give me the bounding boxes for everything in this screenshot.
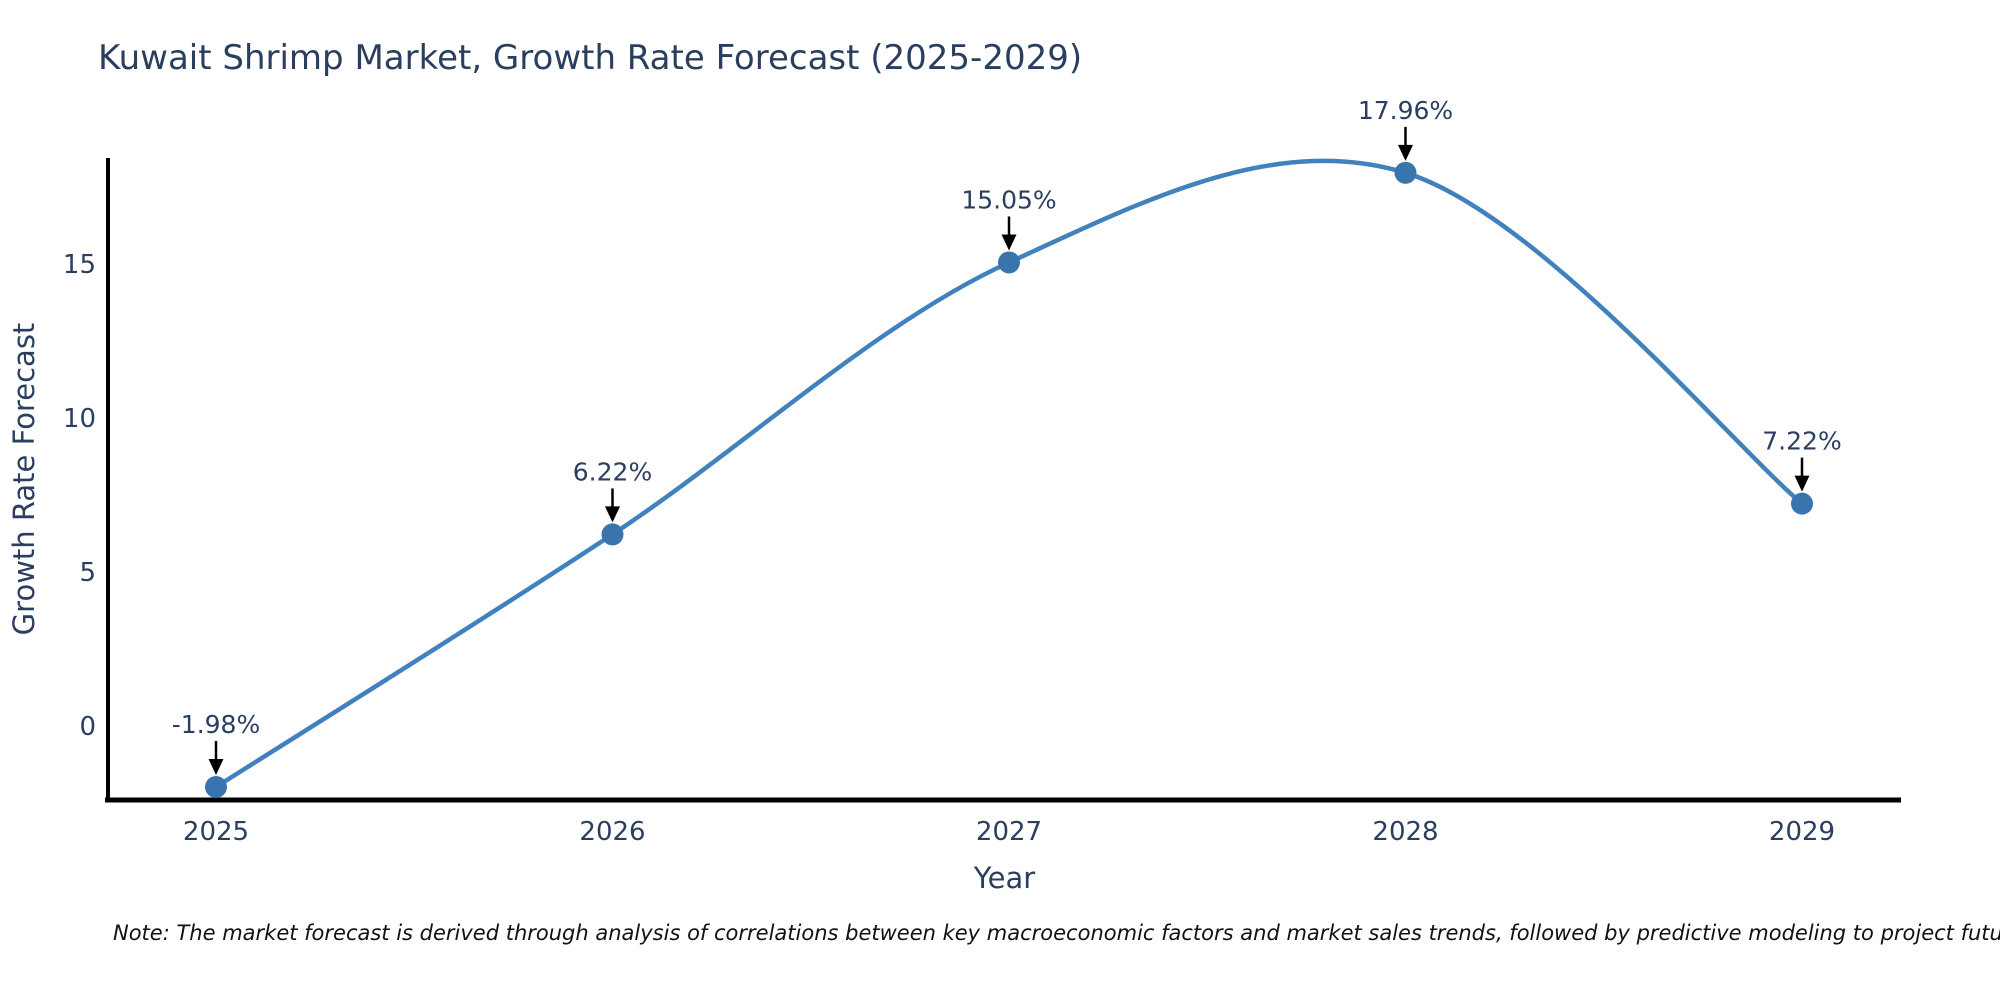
x-tick-label: 2026 — [579, 817, 645, 847]
x-tick-label: 2025 — [183, 817, 249, 847]
point-annotation-label: 17.96% — [1358, 96, 1453, 125]
point-annotation-label: 6.22% — [573, 457, 652, 486]
data-point-marker — [1791, 492, 1813, 515]
y-tick-label: 15 — [63, 250, 96, 280]
point-annotation-label: 15.05% — [961, 185, 1056, 214]
x-axis-title: Year — [973, 861, 1035, 895]
point-annotation-label: 7.22% — [1762, 427, 1841, 456]
annotation-arrowhead-icon — [1398, 144, 1413, 161]
footnote: Note: The market forecast is derived thr… — [113, 921, 2000, 945]
chart-title: Kuwait Shrimp Market, Growth Rate Foreca… — [98, 38, 1083, 78]
data-point-marker — [601, 523, 624, 546]
data-point-marker — [998, 251, 1020, 274]
annotation-arrowhead-icon — [208, 758, 224, 775]
x-tick-label: 2028 — [1372, 817, 1438, 847]
y-tick-label: 5 — [79, 558, 96, 588]
y-axis-title: Growth Rate Forecast — [7, 323, 41, 636]
x-tick-label: 2027 — [976, 817, 1042, 847]
point-annotation-label: -1.98% — [172, 710, 260, 739]
data-point-marker — [1394, 161, 1417, 184]
x-tick-label: 2029 — [1769, 817, 1835, 847]
data-point-marker — [205, 775, 227, 798]
y-tick-label: 0 — [79, 712, 96, 742]
annotation-arrowhead-icon — [1001, 234, 1017, 251]
y-tick-label: 10 — [63, 404, 96, 434]
annotation-arrowhead-icon — [605, 506, 620, 523]
annotation-arrowhead-icon — [1794, 475, 1810, 492]
